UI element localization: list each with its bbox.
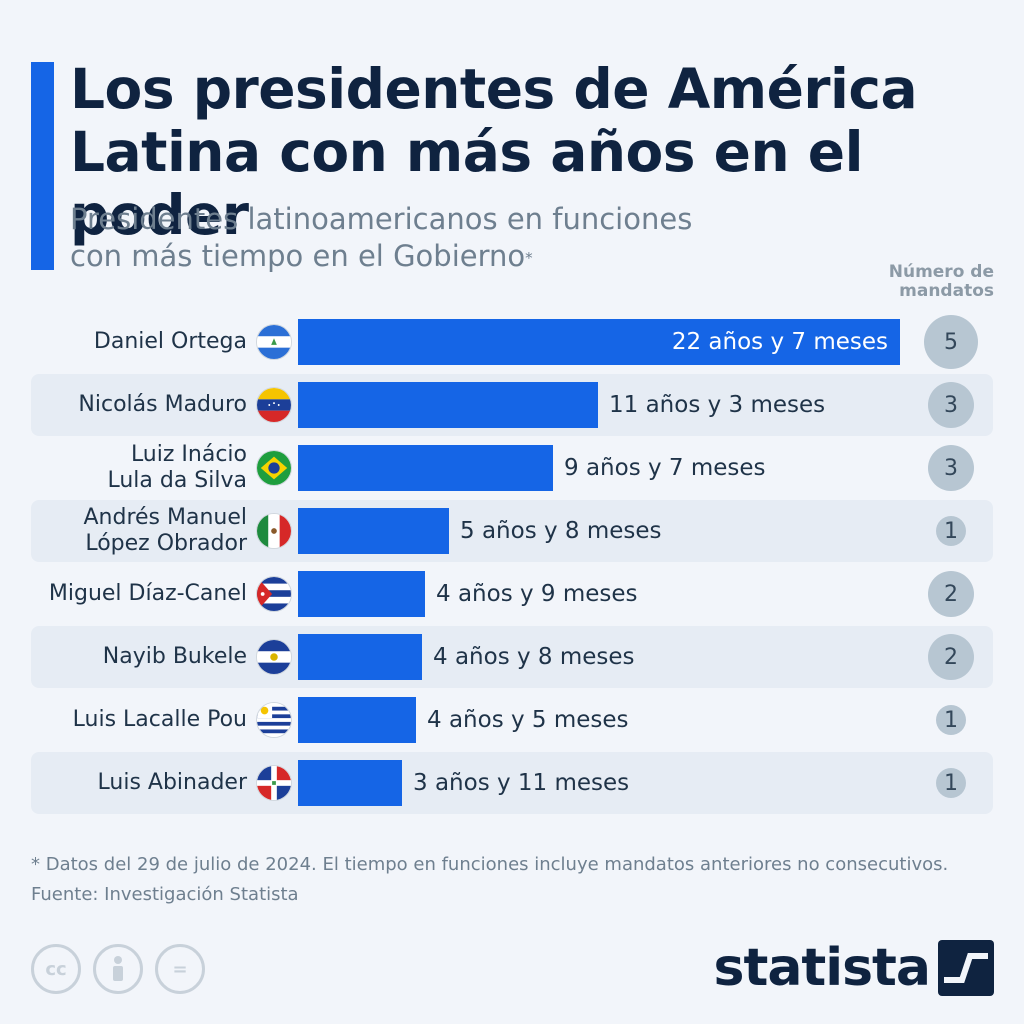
subtitle-asterisk: * [525, 249, 533, 267]
category-label: Nicolás Maduro [78, 392, 247, 417]
title-accent-bar [31, 62, 54, 270]
value-label: 22 años y 7 meses [671, 329, 888, 355]
category-label: Luiz Inácio Lula da Silva [107, 442, 247, 493]
bar [298, 634, 422, 680]
flag-icon [256, 324, 292, 360]
flag-icon [256, 576, 292, 612]
mandate-badge: 2 [928, 571, 974, 617]
mandate-badge: 1 [936, 516, 966, 546]
flag-icon [256, 513, 292, 549]
mandate-badge: 1 [936, 768, 966, 798]
mandate-badge: 3 [928, 382, 974, 428]
flag-icon [256, 702, 292, 738]
mandates-column-header: Número de mandatos [888, 262, 994, 301]
category-label: Luis Lacalle Pou [72, 707, 247, 732]
flag-icon [256, 765, 292, 801]
row-stripe [31, 752, 993, 814]
source: Fuente: Investigación Statista [31, 884, 299, 905]
category-label: Miguel Díaz-Canel [48, 581, 247, 606]
flag-icon [256, 450, 292, 486]
value-label: 4 años y 5 meses [427, 707, 629, 733]
statista-logo[interactable]: statista [714, 938, 994, 998]
bar [298, 445, 553, 491]
brand-name: statista [713, 938, 931, 998]
license-icons: cc = [31, 944, 205, 994]
category-label: Andrés Manuel López Obrador [83, 505, 247, 556]
bar [298, 319, 900, 365]
category-label: Daniel Ortega [93, 329, 247, 354]
mandate-badge: 5 [924, 315, 978, 369]
flag-icon [256, 639, 292, 675]
row-stripe [31, 500, 993, 562]
bar [298, 382, 598, 428]
bar [298, 571, 425, 617]
bar [298, 697, 416, 743]
category-label: Luis Abinader [97, 770, 247, 795]
cc-icon[interactable]: cc [31, 944, 81, 994]
value-label: 4 años y 9 meses [436, 581, 638, 607]
person-icon[interactable] [93, 944, 143, 994]
bar [298, 760, 402, 806]
chart-subtitle: Presidentes latinoamericanos en funcione… [70, 201, 870, 275]
footnote-block: * Datos del 29 de julio de 2024. El tiem… [31, 850, 1011, 910]
mandate-badge: 2 [928, 634, 974, 680]
value-label: 5 años y 8 meses [460, 518, 662, 544]
value-label: 3 años y 11 meses [413, 770, 630, 796]
value-label: 9 años y 7 meses [564, 455, 766, 481]
statista-mark-icon [938, 940, 994, 996]
equals-icon[interactable]: = [155, 944, 205, 994]
category-label: Nayib Bukele [102, 644, 247, 669]
footnote: * Datos del 29 de julio de 2024. El tiem… [31, 854, 949, 875]
chart-title: Los presidentes de América Latina con má… [70, 57, 918, 247]
flag-icon [256, 387, 292, 423]
subtitle-text: Presidentes latinoamericanos en funcione… [70, 202, 693, 273]
mandate-badge: 3 [928, 445, 974, 491]
bar [298, 508, 449, 554]
mandate-badge: 1 [936, 705, 966, 735]
row-stripe [31, 626, 993, 688]
value-label: 4 años y 8 meses [433, 644, 635, 670]
value-label: 11 años y 3 meses [609, 392, 826, 418]
